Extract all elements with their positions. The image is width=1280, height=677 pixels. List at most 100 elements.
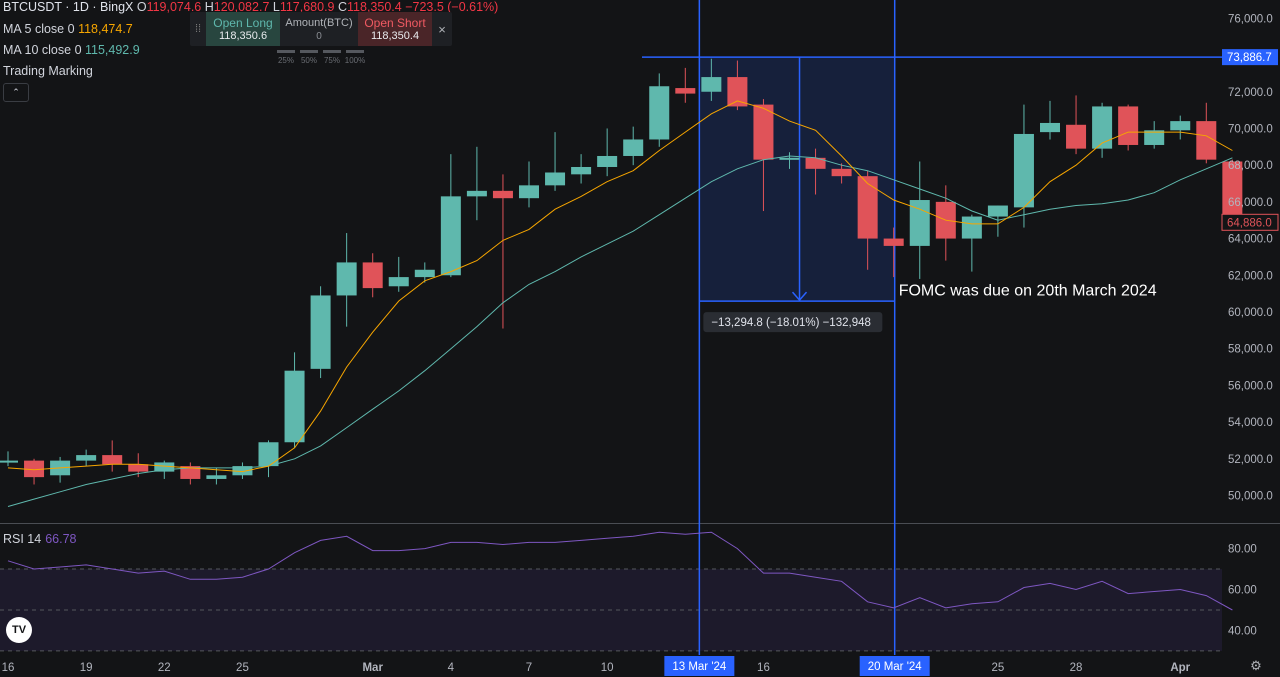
rsi-legend[interactable]: RSI 14 66.78 — [3, 532, 77, 546]
gear-icon[interactable]: ⚙ — [1250, 658, 1262, 673]
candle-body — [362, 262, 383, 289]
candle-body — [831, 168, 852, 177]
candle — [1013, 104, 1034, 228]
date-marker-label: 13 Mar '24 — [672, 661, 727, 673]
measure-label: −13,294.8 (−18.01%) −132,948 — [711, 317, 871, 329]
candle-body — [753, 104, 774, 160]
candle-body — [232, 466, 253, 476]
candle — [519, 161, 539, 208]
ma10-value: 115,492.9 — [85, 43, 140, 57]
candle-body — [76, 455, 97, 461]
candle-body — [310, 295, 331, 369]
x-tick-label: Mar — [362, 662, 383, 674]
candle — [180, 462, 201, 485]
open-long-label: Open Long — [213, 16, 273, 30]
candle — [935, 185, 956, 261]
candle — [1144, 121, 1165, 149]
candle — [883, 227, 904, 278]
ma10-line — [7, 155, 1233, 507]
date-marker-label: 20 Mar '24 — [868, 661, 923, 673]
candle — [284, 352, 305, 448]
drag-handle-icon[interactable]: ⁞⁞ — [194, 23, 202, 35]
x-tick-label: 25 — [992, 662, 1005, 674]
ma10-label: MA 10 close 0 — [3, 43, 82, 57]
candle — [1040, 100, 1060, 140]
ma5-legend[interactable]: MA 5 close 0 118,474.7 — [3, 22, 133, 36]
candle-body — [1144, 130, 1165, 145]
rsi-value: 66.78 — [45, 532, 77, 546]
y-tick-label: 58,000.0 — [1228, 344, 1273, 356]
candle-body — [492, 190, 513, 199]
close-label: C — [338, 0, 348, 14]
candle — [310, 286, 331, 379]
percent-100-label: 100% — [344, 56, 366, 65]
rsi-tick-label: 80.00 — [1228, 544, 1257, 556]
low-label: L — [272, 0, 280, 14]
open-value: 119,074.6 — [146, 0, 202, 14]
candle — [0, 451, 18, 467]
percent-75-label: 75% — [323, 56, 340, 65]
chevron-up-icon: ⌃ — [12, 87, 20, 97]
candle-body — [1170, 121, 1191, 131]
candle-body — [883, 238, 904, 246]
candle — [805, 148, 826, 195]
candle — [649, 73, 670, 147]
symbol-label[interactable]: BTCUSDT · 1D · BingX — [3, 0, 134, 14]
tradingview-logo-icon[interactable]: TV — [6, 617, 32, 643]
high-label: H — [204, 0, 214, 14]
percent-75-button[interactable]: 75% — [323, 50, 341, 65]
candle-body — [727, 77, 748, 107]
candle — [675, 67, 696, 103]
candle-body — [206, 475, 227, 479]
candle-body — [597, 155, 618, 167]
candle — [571, 154, 592, 184]
y-tick-label: 50,000.0 — [1228, 490, 1273, 502]
ma5-label: MA 5 close 0 — [3, 22, 75, 36]
open-short-button[interactable]: Open Short 118,350.4 — [358, 12, 432, 46]
candle-body — [128, 464, 149, 472]
amount-field[interactable]: Amount(BTC) 0 — [280, 12, 358, 46]
candle-body — [102, 455, 123, 465]
candle-body — [1066, 124, 1087, 149]
candle — [1066, 95, 1087, 155]
rsi-tick-label: 60.00 — [1228, 585, 1257, 597]
y-tick-label: 64,000.0 — [1228, 234, 1273, 246]
candle-body — [1118, 106, 1139, 145]
open-short-label: Open Short — [364, 16, 426, 30]
candle — [258, 440, 279, 478]
ma10-legend[interactable]: MA 10 close 0 115,492.9 — [3, 43, 140, 57]
candle — [831, 163, 852, 184]
candle-body — [571, 166, 592, 175]
candle-body — [440, 196, 461, 276]
candle — [24, 458, 45, 485]
candle — [1092, 102, 1113, 158]
x-tick-label: 19 — [80, 662, 93, 674]
collapse-legend-button[interactable]: ⌃ — [3, 83, 29, 102]
open-label: O — [136, 0, 147, 14]
candle-body — [649, 86, 670, 140]
trading-marking-legend[interactable]: Trading Marking — [3, 64, 93, 78]
ma5-line — [7, 100, 1233, 473]
rsi-label: RSI 14 — [3, 532, 42, 546]
candle — [1118, 104, 1139, 151]
percent-50-button[interactable]: 50% — [300, 50, 318, 65]
candle — [753, 99, 774, 212]
ma5-value: 118,474.7 — [78, 22, 133, 36]
candle — [909, 161, 930, 279]
date-marker-tag — [664, 656, 735, 676]
percent-25-button[interactable]: 25% — [277, 50, 295, 65]
open-long-button[interactable]: Open Long 118,350.6 — [206, 12, 280, 46]
x-tick-label: 22 — [158, 662, 171, 674]
y-tick-label: 54,000.0 — [1228, 417, 1273, 429]
candle-body — [0, 460, 18, 463]
candle-body — [961, 216, 982, 239]
measure-label-box — [703, 312, 883, 333]
marker-price-tag — [1222, 49, 1278, 66]
candle — [987, 205, 1008, 237]
close-icon[interactable]: × — [438, 21, 446, 37]
percent-100-button[interactable]: 100% — [344, 50, 366, 65]
y-tick-label: 66,000.0 — [1228, 197, 1273, 209]
open-short-price: 118,350.4 — [370, 30, 420, 42]
candle-body — [466, 190, 487, 197]
